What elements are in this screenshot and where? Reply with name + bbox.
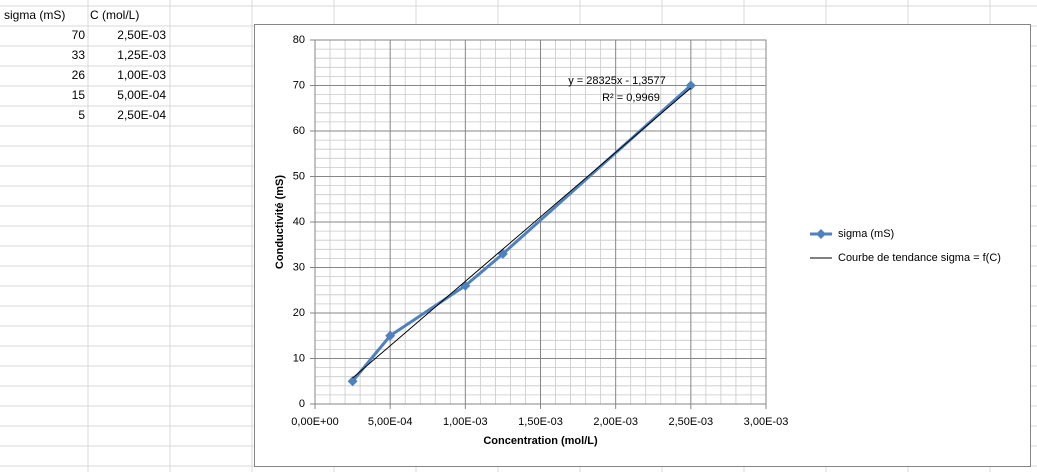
cell: 1,25E-03 [117,48,166,62]
x-tick-label: 1,00E-03 [443,416,488,428]
cell: 33 [72,48,86,62]
y-tick-label: 0 [299,398,305,410]
legend-label: sigma (mS) [838,228,894,240]
y-tick-label: 50 [293,170,305,182]
y-tick-label: 30 [293,261,305,273]
legend-marker [816,229,826,239]
cell: 26 [72,68,86,82]
data-point [685,80,696,91]
y-tick-label: 80 [293,34,305,46]
legend-label: Courbe de tendance sigma = f(C) [838,252,1001,264]
x-tick-label: 5,00E-04 [368,416,413,428]
header-cell: C (mol/L) [90,8,139,22]
plot-area [314,39,767,405]
cell: 70 [72,28,86,42]
cell: 5 [78,108,85,122]
x-axis-title: Concentration (mol/L) [483,435,598,447]
y-tick-label: 60 [293,125,305,137]
x-tick-label: 1,50E-03 [518,416,563,428]
y-tick-label: 40 [293,216,305,228]
cell: 2,50E-04 [117,108,166,122]
trendline-r2: R² = 0,9969 [602,92,660,104]
trendline-equation: y = 28325x - 1,3577 [568,75,666,87]
y-tick-label: 20 [293,307,305,319]
x-tick-label: 3,00E-03 [744,416,789,428]
trendline [352,87,692,379]
chart-area [254,24,1031,467]
cell: 2,50E-03 [117,28,166,42]
data-point [347,376,358,387]
x-tick-label: 2,00E-03 [593,416,638,428]
y-axis-title: Conductivité (mS) [274,175,286,269]
x-tick-label: 0,00E+00 [291,416,338,428]
y-tick-label: 10 [293,352,305,364]
y-tick-label: 70 [293,79,305,91]
header-cell: sigma (mS) [4,8,65,22]
cell: 1,00E-03 [117,68,166,82]
cell: 5,00E-04 [117,88,166,102]
x-tick-label: 2,50E-03 [669,416,714,428]
cell: 15 [72,88,86,102]
data-point [385,330,396,341]
